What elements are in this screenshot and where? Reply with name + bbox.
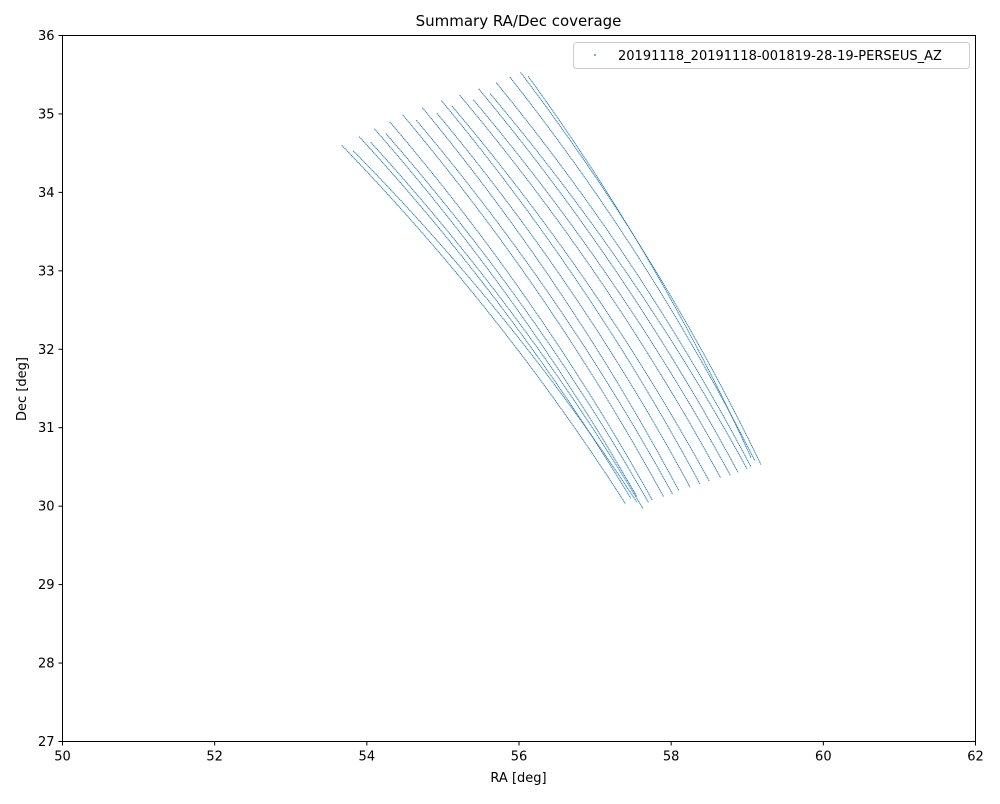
x-tick-label: 60 [815,750,832,765]
scan-line [441,100,701,485]
scan-line [473,99,731,476]
x-axis-label: RA [deg] [490,771,546,786]
y-tick-label: 34 [38,186,55,201]
y-tick-label: 31 [38,421,55,436]
y-tick-label: 35 [38,107,55,122]
plot-frame [62,35,976,742]
x-tick-label: 62 [967,750,984,765]
scan-line [352,150,638,503]
chart-title: Summary RA/Dec coverage [416,12,622,30]
scan-line [402,114,664,497]
scan-line [489,93,748,470]
legend-box [573,42,970,69]
y-tick-label: 27 [38,735,55,750]
x-tick-label: 56 [511,750,528,765]
scan-lines [341,72,762,509]
axis-ticks: 50 52 54 56 58 60 62 27 28 29 30 31 32 33 34 35 36 [38,29,984,765]
scan-line [341,145,626,505]
scan-line [459,94,722,479]
scan-line [478,88,739,473]
y-tick-label: 33 [38,264,55,279]
y-axis-label: Dec [deg] [15,357,30,421]
x-tick-label: 50 [54,750,71,765]
y-tick-label: 28 [38,657,55,672]
y-tick-label: 36 [38,29,55,44]
scan-line [358,136,632,499]
x-tick-label: 52 [206,750,223,765]
scan-line [374,128,638,497]
scan-line [415,119,674,495]
scan-line [389,121,653,501]
scan-line [509,76,756,461]
scan-line [370,141,644,509]
scan-line [385,133,649,503]
x-tick-label: 54 [359,750,376,765]
y-tick-label: 29 [38,578,55,593]
legend-label: 20191118_20191118-001819-28-19-PERSEUS_A… [618,49,942,64]
legend-marker [594,54,596,56]
scan-line [495,82,752,468]
scan-line [422,107,680,491]
y-tick-label: 32 [38,343,55,358]
legend: 20191118_20191118-001819-28-19-PERSEUS_A… [573,42,970,69]
scan-line [436,112,691,488]
scan-line [520,72,762,465]
scan-line [527,76,752,458]
y-tick-label: 30 [38,500,55,515]
x-tick-label: 58 [663,750,680,765]
